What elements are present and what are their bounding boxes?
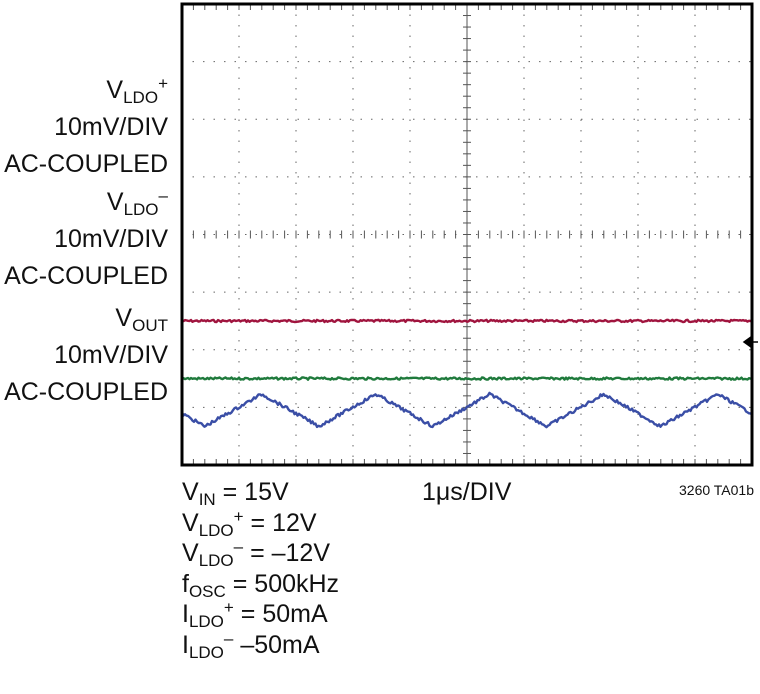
cond6-sub: LDO xyxy=(188,642,224,662)
test-conditions: VIN = 15V VLDO+ = 12V VLDO– = –12V fOSC … xyxy=(182,477,339,661)
condition-ildo-minus: ILDO– –50mA xyxy=(182,630,339,661)
ch1-base: V xyxy=(106,76,124,104)
cond5-base: I xyxy=(182,600,189,628)
cond1-base: V xyxy=(182,478,199,506)
plot-traces xyxy=(180,318,753,429)
cond2-text: = 12V xyxy=(243,508,317,537)
plot-frame xyxy=(180,2,754,467)
cond2-sup: + xyxy=(233,506,244,526)
ch3-base: V xyxy=(115,304,133,332)
cond5-sup: + xyxy=(223,598,234,617)
ch3-sub: OUT xyxy=(132,316,168,335)
cond4-text: = 500kHz xyxy=(225,569,340,598)
ch2-sub: LDO xyxy=(123,200,159,219)
trace-vldo-minus xyxy=(181,376,753,381)
trace-vldo-plus xyxy=(181,318,753,324)
condition-fosc: fOSC = 500kHz xyxy=(182,569,339,600)
figure-id: 3260 TA01b xyxy=(679,482,754,498)
plot-grid xyxy=(182,4,752,465)
cond6-sup: – xyxy=(223,628,234,648)
ch2-scale: 10mV/DIV xyxy=(54,225,168,253)
ch2-sup: – xyxy=(158,186,168,205)
trace-vout xyxy=(180,391,753,429)
timebase-label: 1μs/DIV xyxy=(422,478,512,506)
channel-label-vldo-plus: VLDO+ 10mV/DIV AC-COUPLED xyxy=(4,72,168,183)
ch3-scale: 10mV/DIV xyxy=(54,341,168,369)
ch1-coupling: AC-COUPLED xyxy=(4,150,168,178)
channel-label-vldo-minus: VLDO– 10mV/DIV AC-COUPLED xyxy=(4,184,168,295)
cond3-text: = –12V xyxy=(243,539,331,567)
condition-vldo-minus: VLDO– = –12V xyxy=(182,538,339,569)
cond5-text: = 50mA xyxy=(233,600,328,628)
channel-label-vout: VOUT 10mV/DIV AC-COUPLED xyxy=(4,300,168,411)
cond4-base: f xyxy=(182,569,189,598)
cond3-sup: – xyxy=(233,537,244,556)
ch2-base: V xyxy=(106,188,124,216)
ch1-scale: 10mV/DIV xyxy=(54,113,168,141)
ch1-sub: LDO xyxy=(123,88,159,107)
cond3-base: V xyxy=(182,539,199,567)
cond5-sub: LDO xyxy=(188,612,224,631)
ch3-coupling: AC-COUPLED xyxy=(4,378,168,406)
condition-vldo-plus: VLDO+ = 12V xyxy=(182,508,339,539)
trigger-marker-icon xyxy=(742,335,758,349)
condition-ildo-plus: ILDO+ = 50mA xyxy=(182,599,339,630)
cond2-base: V xyxy=(182,508,199,537)
cond1-text: = 15V xyxy=(215,478,289,506)
cond1-sub: IN xyxy=(198,490,216,509)
cond4-sub: OSC xyxy=(188,581,226,601)
ch1-sup: + xyxy=(158,74,168,93)
ch2-coupling: AC-COUPLED xyxy=(4,262,168,290)
cond6-text: –50mA xyxy=(233,630,320,659)
condition-vin: VIN = 15V xyxy=(182,477,339,508)
cond2-sub: LDO xyxy=(198,520,234,540)
cond3-sub: LDO xyxy=(198,551,234,570)
cond6-base: I xyxy=(182,630,189,659)
